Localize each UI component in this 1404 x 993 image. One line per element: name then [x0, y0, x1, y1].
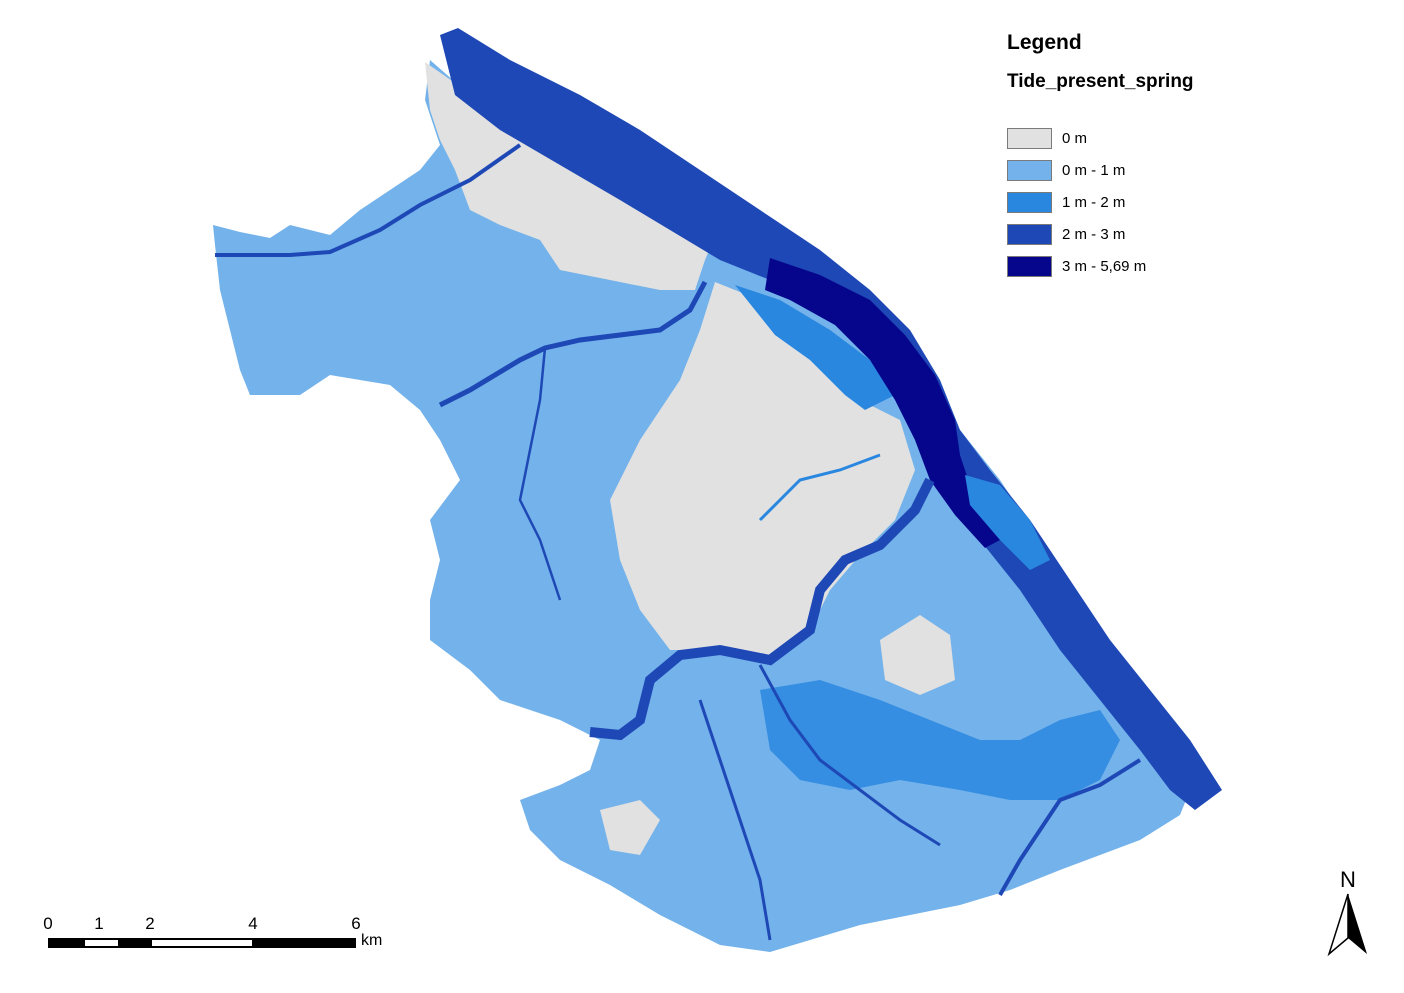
legend-item: 3 m - 5,69 m: [1007, 250, 1267, 282]
scale-tick-label: 6: [351, 914, 361, 933]
scale-tick-label: 0: [43, 914, 53, 933]
map-area-1-2m-riverbank: [735, 285, 895, 410]
map-area-dry-southwest: [600, 800, 660, 855]
map-tributary-west: [215, 143, 522, 257]
legend-swatch: [1007, 127, 1052, 149]
legend-item-label: 0 m - 1 m: [1062, 161, 1126, 179]
map-tributary-east: [998, 758, 1142, 896]
legend-item-label: 3 m - 5,69 m: [1062, 257, 1147, 275]
legend-item: 0 m: [1007, 122, 1267, 154]
scale-segment: [85, 940, 118, 946]
map-tributary-north: [438, 280, 708, 408]
legend-layer-name: Tide_present_spring: [1007, 71, 1194, 92]
legend-item-label: 2 m - 3 m: [1062, 225, 1126, 243]
scale-bar: 0 1 2 4 6 km: [40, 912, 400, 962]
legend-swatch: [1007, 255, 1052, 277]
scale-unit-label: km: [361, 932, 383, 949]
north-label: N: [1340, 867, 1356, 892]
scale-segment: [252, 940, 354, 946]
map-area-dry-east: [880, 615, 955, 695]
scale-segment: [152, 940, 252, 946]
scale-tick-label: 1: [94, 914, 104, 933]
legend-swatch: [1007, 159, 1052, 181]
legend-item-label: 1 m - 2 m: [1062, 193, 1126, 211]
scale-segment: [118, 940, 152, 946]
map-area-1-2m-southeast: [760, 680, 1120, 800]
north-arrow: N: [1325, 868, 1371, 964]
map-canal-southwest: [698, 699, 772, 941]
map-canal-southeast: [758, 664, 941, 847]
legend-items: 0 m 0 m - 1 m 1 m - 2 m 2 m - 3 m 3 m - …: [1007, 122, 1267, 282]
legend-item-label: 0 m: [1062, 129, 1088, 147]
legend-item: 0 m - 1 m: [1007, 154, 1267, 186]
scale-bar-graphic: [48, 938, 356, 948]
north-arrow-icon: [1327, 893, 1367, 957]
map-canal-west: [518, 347, 562, 601]
legend: Legend Tide_present_spring 0 m 0 m - 1 m…: [1007, 30, 1267, 282]
legend-item: 1 m - 2 m: [1007, 186, 1267, 218]
map-river-deep: [765, 258, 1000, 548]
scale-segment: [50, 940, 85, 946]
map-river-main: [440, 28, 1222, 810]
map-tributary-south: [589, 477, 935, 741]
scale-tick-label: 4: [248, 914, 258, 933]
legend-swatch: [1007, 191, 1052, 213]
legend-title: Legend: [1007, 31, 1082, 54]
legend-swatch: [1007, 223, 1052, 245]
map-river-island: [965, 475, 1050, 570]
legend-item: 2 m - 3 m: [1007, 218, 1267, 250]
scale-tick-label: 2: [145, 914, 155, 933]
map-canal-central: [758, 453, 881, 522]
